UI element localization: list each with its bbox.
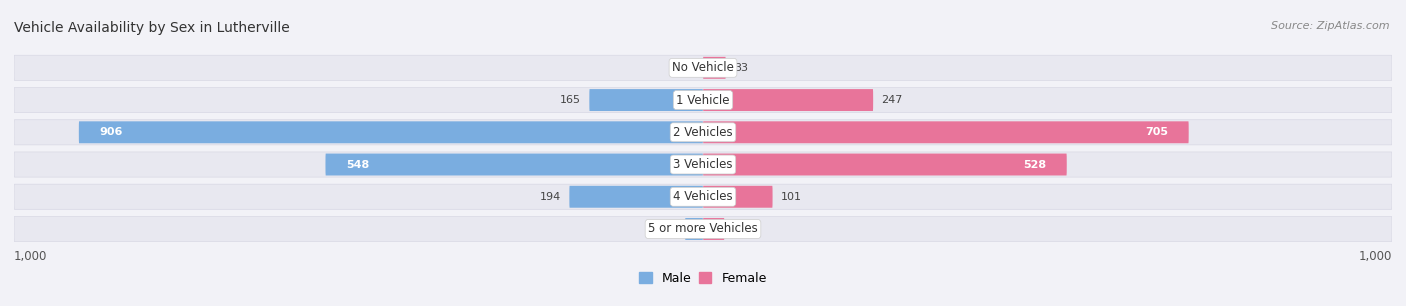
- FancyBboxPatch shape: [14, 55, 1392, 80]
- Text: 0: 0: [688, 63, 695, 73]
- FancyBboxPatch shape: [703, 154, 1067, 175]
- FancyBboxPatch shape: [325, 154, 703, 175]
- Text: Vehicle Availability by Sex in Lutherville: Vehicle Availability by Sex in Luthervil…: [14, 21, 290, 35]
- FancyBboxPatch shape: [14, 152, 1392, 177]
- FancyBboxPatch shape: [14, 120, 1392, 145]
- Legend: Male, Female: Male, Female: [634, 267, 772, 290]
- Text: 247: 247: [882, 95, 903, 105]
- Text: 1,000: 1,000: [1358, 250, 1392, 263]
- Text: 194: 194: [540, 192, 561, 202]
- Text: 1,000: 1,000: [14, 250, 48, 263]
- Text: 165: 165: [560, 95, 581, 105]
- FancyBboxPatch shape: [589, 89, 703, 111]
- Text: 548: 548: [346, 159, 370, 170]
- FancyBboxPatch shape: [79, 121, 703, 143]
- FancyBboxPatch shape: [569, 186, 703, 208]
- Text: 26: 26: [662, 224, 676, 234]
- Text: 906: 906: [100, 127, 122, 137]
- FancyBboxPatch shape: [703, 121, 1188, 143]
- Text: 705: 705: [1144, 127, 1168, 137]
- FancyBboxPatch shape: [703, 57, 725, 79]
- FancyBboxPatch shape: [703, 186, 772, 208]
- Text: No Vehicle: No Vehicle: [672, 61, 734, 74]
- FancyBboxPatch shape: [14, 184, 1392, 209]
- Text: 5 or more Vehicles: 5 or more Vehicles: [648, 222, 758, 236]
- FancyBboxPatch shape: [703, 218, 724, 240]
- Text: 4 Vehicles: 4 Vehicles: [673, 190, 733, 203]
- FancyBboxPatch shape: [14, 88, 1392, 113]
- Text: 2 Vehicles: 2 Vehicles: [673, 126, 733, 139]
- Text: 528: 528: [1024, 159, 1046, 170]
- Text: 31: 31: [733, 224, 747, 234]
- FancyBboxPatch shape: [14, 216, 1392, 241]
- Text: Source: ZipAtlas.com: Source: ZipAtlas.com: [1271, 21, 1389, 32]
- Text: 1 Vehicle: 1 Vehicle: [676, 94, 730, 106]
- Text: 33: 33: [734, 63, 748, 73]
- FancyBboxPatch shape: [703, 89, 873, 111]
- Text: 101: 101: [780, 192, 801, 202]
- Text: 3 Vehicles: 3 Vehicles: [673, 158, 733, 171]
- FancyBboxPatch shape: [685, 218, 703, 240]
